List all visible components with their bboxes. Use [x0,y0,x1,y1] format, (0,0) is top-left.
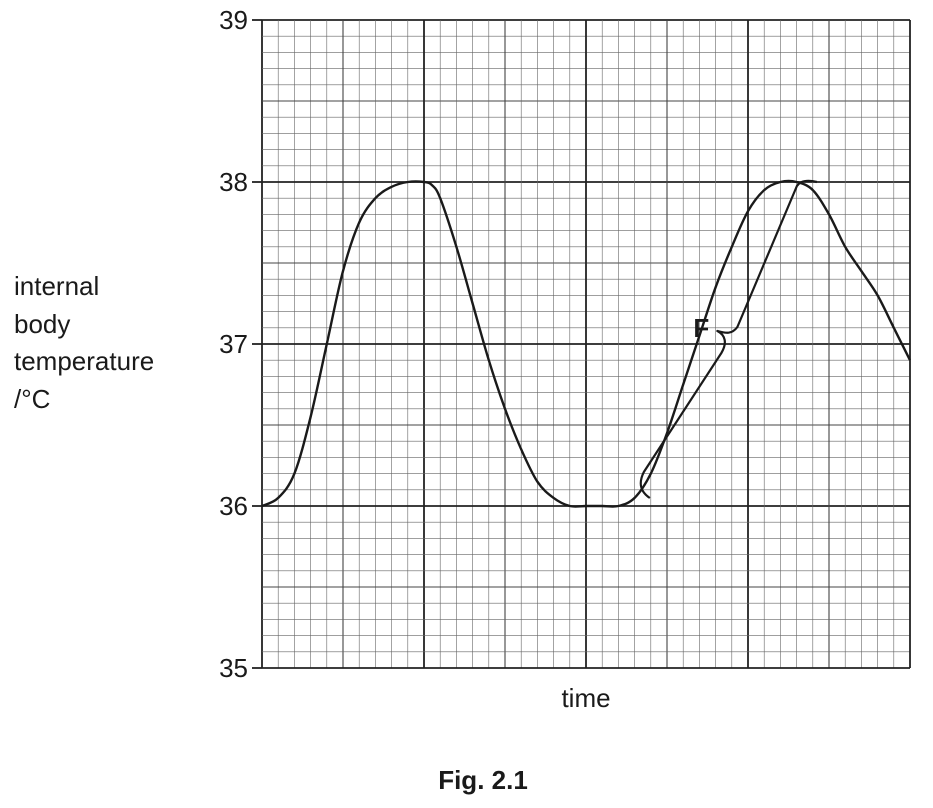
grid [252,19,911,669]
y-axis-label-line-2: body [14,309,70,339]
y-tick-label: 39 [219,5,248,35]
series [261,179,912,508]
temperature-line [261,179,912,508]
y-axis-label-line-3: temperature [14,346,154,376]
y-axis-label-line-1: internal [14,271,99,301]
figure-caption: Fig. 2.1 [438,765,528,795]
y-tick-label: 36 [219,491,248,521]
y-tick-label: 38 [219,167,248,197]
annotation-bracket [639,179,818,499]
y-axis-label-line-4: /°C [14,384,50,414]
y-tick-labels: 35 36 37 38 39 [219,5,248,683]
y-tick-label: 37 [219,329,248,359]
y-axis-label: internal body temperature /°C [14,271,154,414]
annotation-label-f: F [693,313,709,343]
x-axis-label: time [561,683,610,713]
annotation: F [639,179,818,499]
y-tick-label: 35 [219,653,248,683]
